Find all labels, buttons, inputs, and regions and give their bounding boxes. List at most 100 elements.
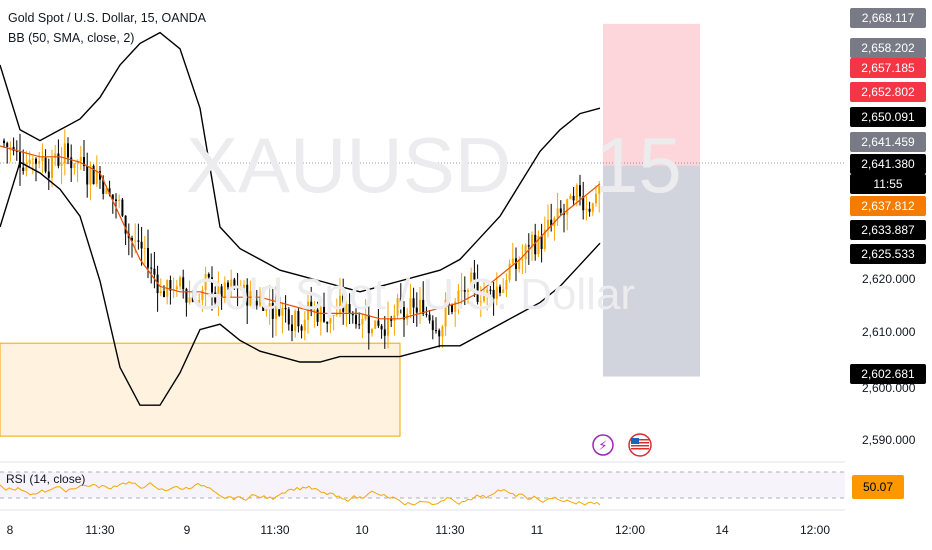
candle-body (595, 193, 597, 204)
candle-body (537, 235, 540, 255)
candle-body (275, 296, 277, 319)
candle-body (236, 287, 239, 289)
candle-body (511, 258, 514, 264)
candle-body (524, 245, 527, 260)
candle-body (473, 272, 476, 280)
bb-basis-line (0, 145, 601, 320)
candle-body (243, 284, 245, 289)
candle-body (575, 185, 578, 201)
candle-body (499, 286, 501, 293)
candle-body (479, 301, 482, 303)
candle-body (287, 309, 290, 325)
candle-body (207, 274, 210, 278)
indicator-legend[interactable]: BB (50, SMA, close, 2) (8, 31, 135, 45)
candle-body (486, 289, 489, 296)
candle-body (505, 280, 508, 290)
candle-body (367, 315, 370, 334)
flag-stripe (631, 445, 649, 447)
price-label: 2,637.812 (850, 196, 926, 216)
candle-body (371, 328, 373, 334)
candle-body (585, 208, 588, 211)
candle-body (191, 297, 194, 302)
x-tick-label: 12:00 (614, 523, 646, 537)
candle-body (83, 156, 85, 167)
candle-body (227, 282, 229, 288)
candle-body (364, 315, 367, 319)
price-label: 2,650.091 (850, 107, 926, 127)
candle-body (326, 321, 329, 324)
candle-body (307, 301, 309, 320)
candle-body (278, 296, 281, 316)
candle-body (435, 330, 437, 332)
price-label: 2,657.185 (850, 58, 926, 78)
flag-stripe (631, 439, 649, 441)
candle-body (15, 150, 18, 152)
rsi-pane (0, 471, 845, 506)
events-layer: ⚡ (592, 433, 652, 457)
flag-stripe (631, 448, 649, 450)
candle-body (390, 318, 393, 321)
candle-body (403, 306, 405, 320)
candle-body (339, 295, 341, 313)
candle-body (422, 299, 425, 314)
candle-body (319, 306, 322, 322)
candle-body (284, 308, 287, 310)
candle-body (399, 298, 402, 307)
rsi-legend[interactable]: RSI (14, close) (6, 472, 86, 486)
candle-body (489, 289, 492, 291)
rsi-value-label: 50.07 (852, 475, 904, 499)
candle-body (105, 188, 108, 194)
candle-body (137, 240, 140, 242)
candle-body (63, 143, 66, 164)
candle-body (217, 286, 220, 303)
candle-body (38, 160, 41, 164)
y-tick-2590: 2,590.000 (862, 433, 916, 447)
candle-body (121, 199, 124, 216)
bollinger-layer (0, 31, 601, 406)
candle-body (492, 290, 495, 299)
x-tick-label: 12:00 (799, 523, 831, 537)
candle-body (396, 298, 399, 316)
candle-body (201, 290, 204, 301)
candle-body (291, 324, 293, 332)
candle-body (515, 258, 517, 269)
candle-body (252, 291, 255, 301)
candle-body (495, 286, 498, 299)
candle-body (467, 290, 469, 292)
price-label: 2,658.202 (850, 38, 926, 58)
candle-body (425, 313, 428, 315)
candle-body (262, 296, 265, 311)
candle-body (342, 295, 345, 312)
candle-body (431, 320, 434, 331)
candle-body (281, 308, 284, 316)
candle-body (153, 268, 156, 275)
candle-body (239, 288, 242, 290)
candle-body (118, 199, 121, 201)
lightning-glyph: ⚡ (598, 439, 607, 454)
candle-body (195, 301, 197, 304)
candle-body (550, 219, 553, 227)
candle-body (444, 299, 447, 327)
candle-body (9, 146, 12, 148)
candle-body (185, 288, 188, 303)
price-label: 2,641.380 (850, 154, 926, 174)
candle-body (521, 259, 524, 261)
candle-body (19, 151, 21, 168)
x-tick-label: 9 (183, 523, 191, 537)
price-label: 2,602.681 (850, 364, 926, 384)
candle-body (531, 234, 533, 247)
candle-body (451, 304, 453, 312)
candle-body (598, 186, 601, 194)
candle-body (188, 297, 191, 303)
candle-body (502, 289, 505, 293)
candle-body (169, 280, 172, 291)
price-label: 2,625.533 (850, 244, 926, 264)
candle-body (31, 158, 34, 160)
candle-body (547, 219, 549, 230)
price-label: 2,652.802 (850, 82, 926, 102)
candle-body (351, 312, 354, 316)
candle-body (47, 171, 50, 178)
candle-body (483, 295, 485, 302)
candle-body (143, 248, 146, 250)
